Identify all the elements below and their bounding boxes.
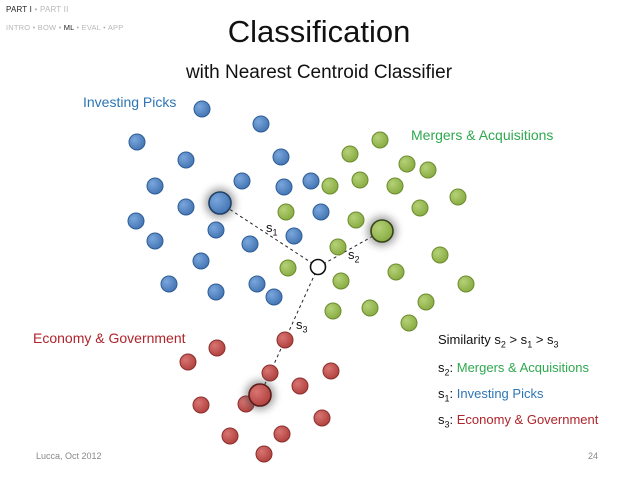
distance-line (219, 202, 319, 268)
footer-page-number: 24 (588, 451, 599, 461)
centroids (205, 188, 397, 410)
investing-doc-point (241, 235, 259, 253)
query-document-point (309, 258, 327, 276)
mergers-doc-point (351, 171, 369, 189)
mergers-doc-point (279, 259, 297, 277)
mergers-doc-point (332, 272, 350, 290)
investing-doc-point (275, 178, 293, 196)
mergers-doc-point (277, 203, 295, 221)
mergers-doc-point (321, 177, 339, 195)
mergers-doc-point (387, 263, 405, 281)
investing-doc-point (146, 177, 164, 195)
part-active[interactable]: PART I (6, 5, 33, 14)
mergers-doc-point (371, 131, 389, 149)
centroid-investing (208, 191, 232, 215)
investing-doc-point (252, 115, 270, 133)
nav-app[interactable]: APP (107, 23, 124, 32)
economy-doc-point (273, 425, 291, 443)
economy-doc-point (261, 364, 279, 382)
mergers-doc-point (398, 155, 416, 173)
mergers-doc-point (411, 199, 429, 217)
mergers-doc-point (329, 238, 347, 256)
investing-doc-point (177, 198, 195, 216)
economy-doc-point (276, 331, 294, 349)
mergers-doc-point (457, 275, 475, 293)
nav-bow[interactable]: BOW (37, 23, 57, 32)
economy-doc-point (179, 353, 197, 371)
mergers-doc-point (419, 161, 437, 179)
part-inactive[interactable]: PART II (40, 5, 69, 14)
mergers-doc-point (431, 246, 449, 264)
investing-doc-point (127, 212, 145, 230)
part-nav: PART I • PART II (6, 5, 69, 14)
footer-author-date: Lucca, Oct 2012 (36, 451, 102, 461)
label-s1: s1 (266, 220, 278, 238)
investing-doc-point (128, 133, 146, 151)
investing-doc-point (302, 172, 320, 190)
investing-doc-point (207, 221, 225, 239)
mergers-doc-point (417, 293, 435, 311)
economy-doc-point (192, 396, 210, 414)
section-nav: INTRO • BOW • ML • EVAL • APP (6, 23, 124, 32)
centroid-economy (248, 383, 272, 407)
mergers-doc-point (324, 302, 342, 320)
investing-doc-point (207, 283, 225, 301)
mergers-doc-point (341, 145, 359, 163)
investing-doc-point (285, 227, 303, 245)
investing-doc-point (312, 203, 330, 221)
investing-doc-point (248, 275, 266, 293)
label-mergers-acquisitions: Mergers & Acquisitions (411, 127, 554, 143)
mergers-doc-point (449, 188, 467, 206)
investing-doc-point (146, 232, 164, 250)
legend-s1-row: s1: Investing Picks (438, 386, 544, 404)
economy-doc-point (255, 445, 273, 463)
mergers-doc-point (400, 314, 418, 332)
mergers-doc-point (347, 211, 365, 229)
economy-doc-point (221, 427, 239, 445)
economy-doc-point (322, 362, 340, 380)
slide-subtitle: with Nearest Centroid Classifier (185, 62, 453, 83)
economy-doc-point (313, 409, 331, 427)
label-s3: s3 (296, 317, 308, 335)
legend-s3-row: s3: Economy & Government (438, 412, 599, 430)
label-s2: s2 (348, 247, 360, 265)
economy-doc-point (291, 377, 309, 395)
investing-doc-point (160, 275, 178, 293)
investing-doc-point (193, 100, 211, 118)
investing-doc-point (233, 172, 251, 190)
legend-similarity: Similarity s2 > s1 > s3 (438, 332, 559, 350)
mergers-doc-point (386, 177, 404, 195)
investing-doc-point (177, 151, 195, 169)
economy-doc-point (208, 339, 226, 357)
document-points (127, 100, 475, 463)
mergers-doc-point (361, 299, 379, 317)
nav-eval[interactable]: EVAL (81, 23, 101, 32)
investing-doc-point (272, 148, 290, 166)
centroid-mergers (370, 219, 394, 243)
slide-title: Classification (227, 14, 411, 49)
label-investing-picks: Investing Picks (83, 94, 177, 110)
label-economy-government: Economy & Government (33, 330, 186, 346)
nav-ml[interactable]: ML (63, 23, 75, 32)
investing-doc-point (265, 288, 283, 306)
nav-intro[interactable]: INTRO (6, 23, 31, 32)
investing-doc-point (192, 252, 210, 270)
legend-s2-row: s2: Mergers & Acquisitions (438, 360, 589, 378)
